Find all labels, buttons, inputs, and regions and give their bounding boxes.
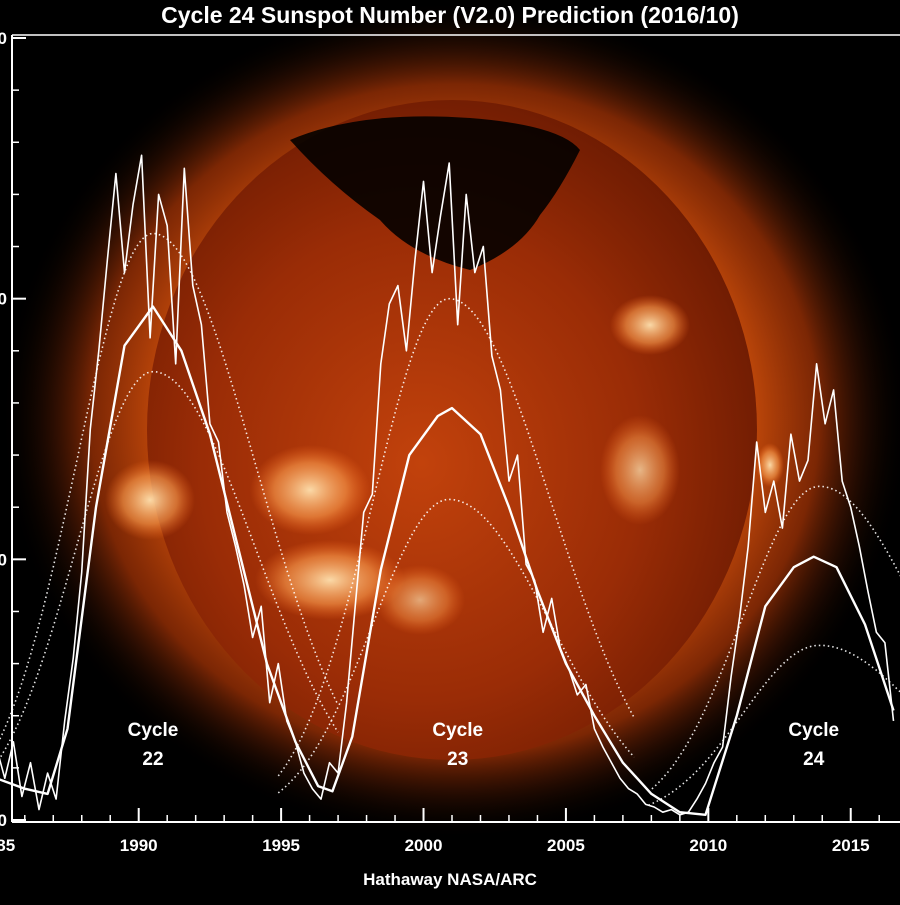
cycle-label-word: Cycle [128, 720, 179, 741]
cycle-label-number: 23 [447, 749, 468, 770]
cycle-label-word: Cycle [788, 720, 839, 741]
x-tick-label: 2000 [405, 836, 443, 855]
y-tick-label: 0 [0, 550, 7, 569]
credit-label: Hathaway NASA/ARC [0, 870, 900, 890]
x-tick-label: 2010 [689, 836, 727, 855]
x-tick-label: 2005 [547, 836, 585, 855]
y-tick-label: 0 [0, 290, 7, 309]
active-region [610, 295, 690, 355]
active-region [250, 445, 370, 535]
x-tick-label: 2015 [832, 836, 870, 855]
active-region [600, 415, 680, 525]
y-tick-label: 0 [0, 29, 7, 48]
y-tick-label: 0 [0, 811, 7, 830]
cycle-label-word: Cycle [432, 720, 483, 741]
cycle-label-number: 22 [142, 749, 163, 770]
chart-title: Cycle 24 Sunspot Number (V2.0) Predictio… [0, 2, 900, 29]
x-tick-label: 1990 [120, 836, 158, 855]
cycle-label-number: 24 [803, 749, 825, 770]
active-region [375, 565, 465, 635]
x-tick-label: 1985 [0, 836, 15, 855]
active-region [105, 460, 195, 540]
x-tick-label: 1995 [262, 836, 300, 855]
